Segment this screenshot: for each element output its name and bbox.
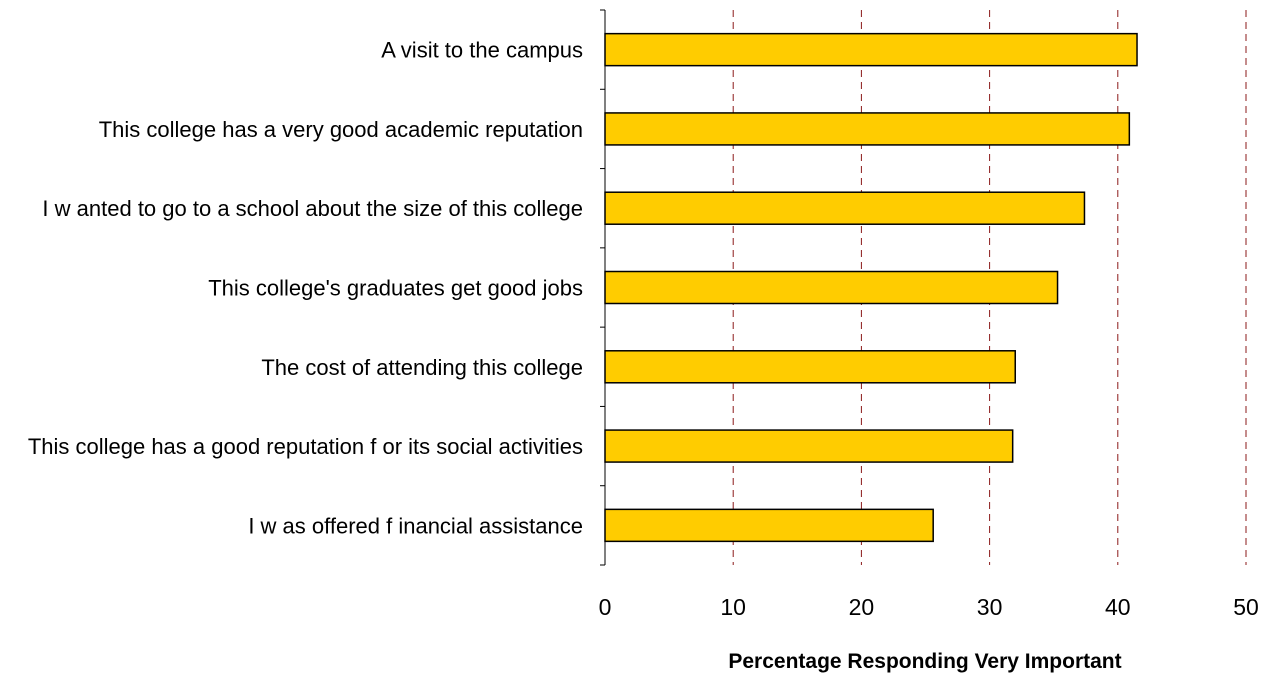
x-tick-label: 0	[599, 594, 612, 620]
bar	[604, 191, 1086, 225]
bar	[604, 350, 1016, 384]
x-tick-label: 20	[849, 594, 875, 620]
x-tick-label: 40	[1105, 594, 1131, 620]
category-label: The cost of attending this college	[261, 355, 583, 380]
category-label: A visit to the campus	[381, 38, 583, 63]
category-label: This college has a very good academic re…	[99, 117, 583, 142]
category-label: I w as offered f inancial assistance	[248, 513, 583, 538]
x-tick-label: 50	[1233, 594, 1259, 620]
x-axis-title: Percentage Responding Very Important	[728, 650, 1121, 673]
x-tick-label: 30	[977, 594, 1003, 620]
category-labels: A visit to the campus This college has a …	[28, 38, 583, 539]
bar	[604, 508, 934, 543]
category-label: This college has a good reputation f or …	[28, 434, 583, 459]
bar	[604, 32, 1138, 67]
category-label: This college's graduates get good jobs	[208, 276, 583, 301]
x-tick-label: 10	[720, 594, 746, 620]
bar	[604, 429, 1014, 463]
bar	[604, 112, 1131, 146]
x-tick-labels: 0 10 20 30 40 50	[599, 594, 1259, 620]
bars	[604, 32, 1138, 543]
axes	[600, 9, 606, 566]
bar	[604, 270, 1059, 305]
category-label: I w anted to go to a school about the si…	[42, 196, 583, 221]
